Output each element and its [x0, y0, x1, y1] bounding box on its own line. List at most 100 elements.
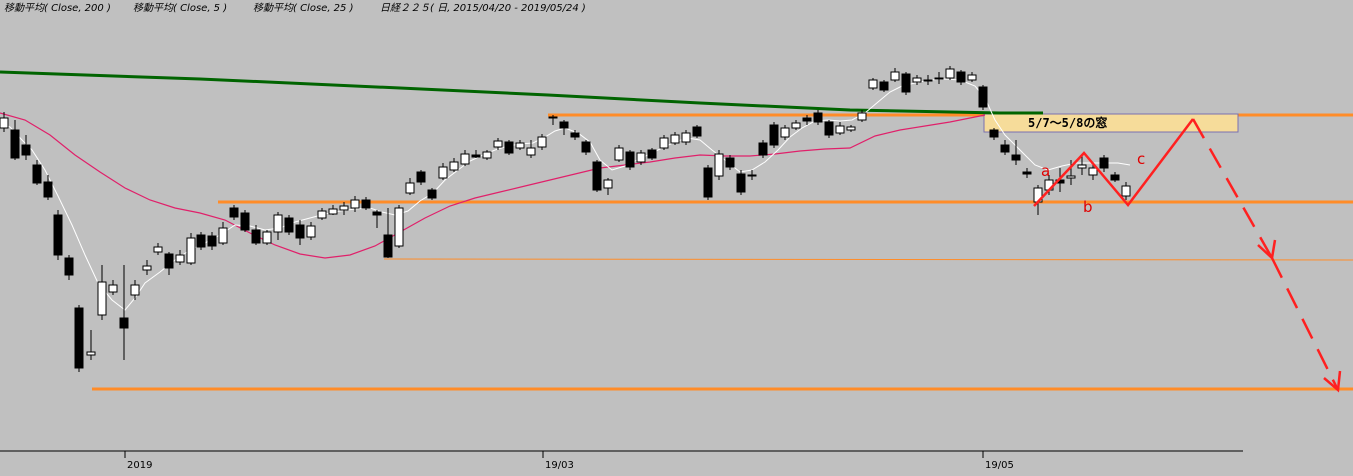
symbol-info-label: 日経２２５( 日, 2015/04/20 - 2019/05/24 ) [380, 2, 586, 14]
candle-body [460, 153, 470, 165]
gap-label: 5/7～5/8の窓 [1028, 115, 1107, 130]
indicator-ma5-label: 移動平均( Close, 5 ) [133, 2, 227, 14]
candle [802, 115, 812, 125]
candle-body [306, 225, 316, 238]
candle-body [218, 227, 228, 244]
candle [570, 130, 580, 140]
candle [614, 145, 624, 162]
candle [86, 330, 96, 360]
candle-body [857, 112, 867, 121]
wave-label-a: a [1041, 162, 1050, 180]
candle-body [416, 171, 426, 183]
candle-body [1110, 174, 1120, 181]
candle [350, 196, 360, 212]
gap-box [983, 113, 1239, 133]
candle-body [1077, 164, 1087, 169]
candle-body [32, 164, 42, 184]
candle-body [647, 149, 657, 159]
candle-body [581, 141, 591, 153]
candle [53, 210, 63, 260]
candle [945, 66, 955, 80]
candle [130, 280, 140, 300]
candle-body [273, 214, 283, 233]
candle [460, 150, 470, 166]
candle [890, 68, 900, 82]
candle [372, 210, 382, 228]
candle [1088, 163, 1098, 180]
candle [64, 255, 74, 280]
candle [703, 165, 713, 200]
candle-body [659, 137, 669, 149]
candles-group [0, 66, 1131, 372]
candle [857, 110, 867, 122]
candle-body [934, 77, 944, 80]
candle-body [846, 126, 856, 131]
candle-body [74, 307, 84, 369]
candle-body [394, 207, 404, 247]
candle [1099, 155, 1109, 172]
x-tick-label-2019: 2019 [127, 460, 152, 471]
candle-body [427, 189, 437, 199]
candle [196, 232, 206, 250]
candle [251, 225, 261, 245]
candle [1110, 172, 1120, 182]
candle [769, 122, 779, 148]
candle [559, 120, 569, 135]
candle [515, 140, 525, 150]
wave-label-b: b [1083, 198, 1093, 216]
candle-body [295, 224, 305, 239]
candle [482, 150, 492, 160]
candle [714, 150, 724, 180]
candle-body [53, 214, 63, 256]
projection-line-1 [1191, 118, 1274, 259]
candle [989, 128, 999, 140]
candle [394, 205, 404, 248]
candle-body [769, 124, 779, 146]
candle-body [570, 132, 580, 138]
candle [119, 265, 129, 360]
candle [581, 140, 591, 155]
candle-body [559, 121, 569, 129]
candle-body [901, 73, 911, 93]
candle-body [636, 152, 646, 163]
candle-body [879, 81, 889, 91]
candle [670, 132, 680, 145]
candle-body [438, 166, 448, 179]
candle [1077, 155, 1087, 175]
candle [636, 150, 646, 165]
candle [97, 265, 107, 320]
candle [317, 208, 327, 220]
candle [526, 140, 536, 158]
candle [537, 134, 547, 150]
candle [592, 160, 602, 192]
candle-body [625, 151, 635, 168]
x-tick-label-1903: 19/03 [545, 460, 574, 471]
candle-body [967, 74, 977, 81]
candle-body [923, 79, 933, 82]
candle-body [802, 117, 812, 122]
candle [1000, 140, 1010, 155]
candle [328, 205, 338, 215]
candle [10, 120, 20, 160]
candle-body [515, 142, 525, 149]
candle [284, 215, 294, 235]
candle-body [681, 132, 691, 143]
candle [681, 130, 691, 145]
candle [262, 230, 272, 245]
candle [813, 110, 823, 125]
candle-body [714, 153, 724, 177]
candle [0, 112, 9, 132]
candle [901, 72, 911, 95]
candle [912, 75, 922, 85]
candle [934, 72, 944, 84]
candle [21, 135, 31, 160]
candle-body [978, 86, 988, 108]
candle [736, 170, 746, 195]
candle-body [186, 237, 196, 264]
candle-body [383, 234, 393, 258]
candle-body [207, 235, 217, 247]
candle-body [64, 257, 74, 276]
candle [306, 222, 316, 240]
candle [978, 85, 988, 110]
candle-body [1011, 154, 1021, 161]
